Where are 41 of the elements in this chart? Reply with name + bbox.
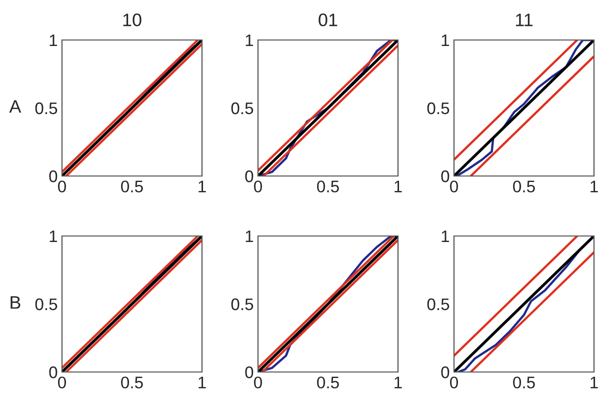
x-tick-label: 1 <box>590 376 598 388</box>
x-tick-label: 0 <box>254 376 262 388</box>
x-tick-label: 0 <box>254 180 262 192</box>
y-tick-label: 1 <box>442 230 450 242</box>
y-tick-label: 1 <box>246 34 254 46</box>
x-tick-label: 1 <box>394 376 402 388</box>
y-tick-label: 0 <box>441 170 450 182</box>
x-tick-label: 0 <box>58 180 66 192</box>
y-tick-label: 0 <box>49 366 58 378</box>
y-tick-label: 0.5 <box>427 102 450 114</box>
x-tick-label: 0.5 <box>513 180 535 192</box>
y-tick-label: 0 <box>49 170 58 182</box>
y-axis-title: A <box>9 100 22 113</box>
y-tick-label: 0.5 <box>231 102 254 114</box>
x-tick-label: 0.5 <box>121 376 143 388</box>
y-tick-label: 0 <box>245 170 254 182</box>
x-tick-label: 0 <box>450 376 458 388</box>
y-axis-title: B <box>10 296 20 309</box>
x-tick-label: 1 <box>394 180 402 192</box>
y-tick-label: 1 <box>50 34 58 46</box>
x-tick-label: 1 <box>198 376 206 388</box>
y-tick-label: 0 <box>245 366 254 378</box>
x-tick-label: 1 <box>590 180 598 192</box>
y-tick-label: 0.5 <box>35 102 58 114</box>
y-tick-label: 0.5 <box>427 298 450 310</box>
x-tick-label: 0 <box>58 376 66 388</box>
y-tick-label: 0 <box>441 366 450 378</box>
y-tick-label: 0.5 <box>231 298 254 310</box>
x-tick-label: 0 <box>450 180 458 192</box>
y-tick-label: 1 <box>442 34 450 46</box>
chart-title: 01 <box>318 14 338 26</box>
x-tick-label: 0.5 <box>513 376 535 388</box>
chart-title: 11 <box>516 14 532 26</box>
y-tick-label: 0.5 <box>35 298 58 310</box>
x-tick-label: 1 <box>198 180 206 192</box>
x-tick-label: 0.5 <box>121 180 143 192</box>
y-tick-label: 1 <box>246 230 254 242</box>
chart-title: 10 <box>123 14 142 26</box>
y-tick-label: 1 <box>50 230 58 242</box>
x-tick-label: 0.5 <box>317 180 339 192</box>
x-tick-label: 0.5 <box>317 376 339 388</box>
